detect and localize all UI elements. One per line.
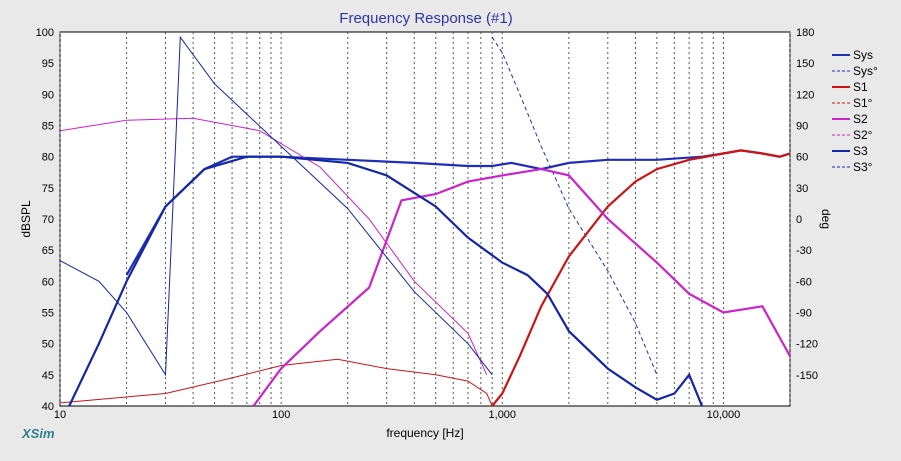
y-tick-label: 60 — [42, 276, 54, 288]
y-tick-label: 75 — [42, 183, 54, 195]
y-tick-label: 80 — [42, 152, 54, 164]
plot-area — [59, 31, 791, 407]
series-line-s3-phase — [60, 35, 493, 377]
y-tick-label: 65 — [42, 245, 54, 257]
y-tick-label: 70 — [42, 214, 54, 226]
y2-tick-label: -120 — [796, 339, 818, 351]
legend-label: S1 — [853, 80, 868, 94]
legend-label: Sys — [853, 48, 873, 62]
y2-tick-label: 120 — [796, 89, 814, 101]
chart-legend: Sys Sys° S1 S1° S2 S2° S3 S3° — [832, 48, 878, 174]
y2-tick-label: -30 — [796, 245, 812, 257]
x-tick-label: 100 — [272, 409, 290, 421]
y-tick-label: 50 — [42, 339, 54, 351]
y2-tick-label: -150 — [796, 370, 818, 382]
y-tick-label: 100 — [36, 27, 54, 39]
y2-tick-label: 150 — [796, 58, 814, 70]
y-tick-label: 55 — [42, 308, 54, 320]
series-line-s2-phase — [60, 117, 488, 376]
series-line-s1 — [491, 149, 790, 406]
legend-label: S1° — [853, 96, 873, 110]
brand-logo: XSim — [21, 426, 55, 441]
y2-tick-label: 180 — [796, 27, 814, 39]
x-axis-label: frequency [Hz] — [386, 426, 463, 440]
legend-label: S3 — [853, 144, 868, 158]
y2-tick-label: 0 — [796, 214, 802, 226]
y-tick-label: 85 — [42, 121, 54, 133]
y2-axis-label: deg — [819, 209, 833, 229]
x-tick-label: 10 — [54, 409, 66, 421]
series-layer — [60, 35, 790, 406]
legend-label: S2° — [853, 128, 873, 142]
legend-label: S3° — [853, 160, 873, 174]
series-line-s2 — [252, 167, 790, 406]
x-tick-label: 10,000 — [707, 409, 741, 421]
series-line-sys-phase — [491, 36, 658, 375]
y-tick-label: 45 — [42, 370, 54, 382]
chart-title: Frequency Response (#1) — [339, 10, 512, 27]
axis-tick-labels: 1009590858075706560555045401801501209060… — [36, 27, 818, 421]
y2-tick-label: 90 — [796, 121, 808, 133]
series-line-s3 — [68, 155, 704, 406]
legend-label: Sys° — [853, 64, 878, 78]
y-tick-label: 90 — [42, 89, 54, 101]
x-tick-label: 1,000 — [489, 409, 517, 421]
series-line-s1-phase — [60, 358, 493, 406]
y2-tick-label: 30 — [796, 183, 808, 195]
y2-tick-label: -60 — [796, 276, 812, 288]
y-tick-label: 40 — [42, 401, 54, 413]
y2-tick-label: 60 — [796, 152, 808, 164]
y-axis-label: dBSPL — [19, 200, 33, 238]
y2-tick-label: -90 — [796, 308, 812, 320]
y-tick-label: 95 — [42, 58, 54, 70]
legend-label: S2 — [853, 112, 868, 126]
